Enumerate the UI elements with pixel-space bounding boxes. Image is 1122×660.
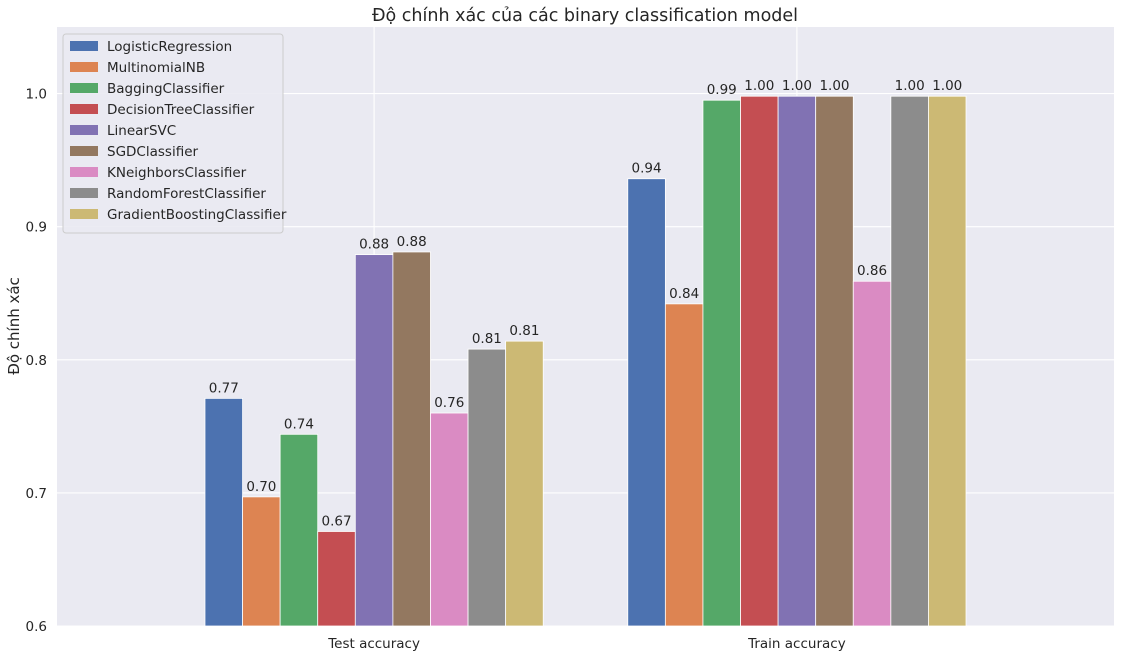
bar	[928, 95, 967, 627]
bar	[505, 340, 544, 627]
bar	[815, 95, 854, 627]
bar	[430, 412, 469, 627]
legend-label: BaggingClassifier	[107, 81, 225, 97]
legend-box	[62, 33, 284, 234]
y-tick-label: 0.6	[26, 619, 47, 635]
bar	[354, 254, 394, 627]
bar-value-label: 0.81	[472, 331, 502, 347]
legend-label: RandomForestClassifier	[107, 186, 266, 202]
legend-swatch	[70, 209, 98, 219]
bar-value-label: 0.88	[359, 237, 389, 253]
x-tick-label: Train accuracy	[747, 636, 846, 652]
legend-label: SGDClassifier	[107, 144, 199, 160]
bar-value-label: 0.70	[246, 479, 276, 495]
legend-swatch	[70, 104, 98, 114]
y-axis-label: Độ chính xác	[5, 277, 23, 375]
bar	[627, 178, 666, 627]
bar	[467, 348, 507, 627]
bar-value-label: 0.74	[284, 416, 314, 432]
bar-value-label: 1.00	[932, 78, 962, 94]
legend-swatch	[70, 62, 98, 72]
y-tick-label: 0.9	[26, 220, 47, 236]
bar-value-label: 1.00	[895, 78, 925, 94]
legend-label: KNeighborsClassifier	[107, 165, 247, 181]
legend-label: LogisticRegression	[107, 39, 232, 55]
bar	[890, 95, 929, 627]
bar-value-label: 0.88	[397, 234, 427, 250]
x-tick-label: Test accuracy	[327, 636, 420, 652]
bar	[317, 531, 356, 627]
legend: LogisticRegression MultinomialNB BaggingCl…	[62, 33, 287, 234]
y-tick-label: 1.0	[26, 87, 47, 103]
bar	[279, 433, 319, 627]
bar-value-label: 1.00	[782, 78, 812, 94]
bar-value-label: 1.00	[744, 78, 774, 94]
legend-label: GradientBoostingClassifier	[107, 207, 287, 223]
bar	[392, 251, 431, 627]
legend-swatch	[70, 188, 98, 198]
bar	[740, 95, 779, 627]
bar	[852, 280, 892, 627]
bar	[242, 496, 281, 627]
bar	[777, 95, 817, 627]
y-axis-ticks: 0.6 0.7 0.8 0.9 1.0	[26, 87, 47, 635]
y-tick-label: 0.8	[26, 353, 47, 369]
chart-title: Độ chính xác của các binary classificati…	[372, 6, 798, 26]
bar	[664, 303, 704, 627]
bar-value-label: 0.77	[209, 380, 239, 396]
bar-value-label: 0.76	[434, 395, 464, 411]
legend-swatch	[70, 146, 98, 156]
bars	[204, 95, 967, 627]
bar-value-label: 0.81	[509, 323, 539, 339]
legend-swatch	[70, 83, 98, 93]
legend-label: LinearSVC	[107, 123, 176, 139]
x-axis-ticks: Test accuracy Train accuracy	[327, 636, 846, 652]
legend-label: DecisionTreeClassifier	[107, 102, 255, 118]
bar-value-label: 0.99	[707, 82, 737, 98]
data-labels: 0.77 0.94 0.70 0.84 0.74 0.99 0.67 1.00 0.88 1.00…	[209, 78, 963, 529]
bar-value-label: 1.00	[819, 78, 849, 94]
legend-label: MultinomialNB	[107, 60, 205, 76]
legend-swatch	[70, 41, 98, 51]
legend-swatch	[70, 167, 98, 177]
bar	[702, 99, 741, 627]
bar-value-label: 0.86	[857, 263, 887, 279]
bar-value-label: 0.84	[669, 286, 699, 302]
legend-swatch	[70, 125, 98, 135]
bar	[204, 397, 243, 627]
y-tick-label: 0.7	[26, 486, 47, 502]
bar-value-label: 0.67	[321, 513, 351, 529]
bar-value-label: 0.94	[632, 161, 662, 177]
